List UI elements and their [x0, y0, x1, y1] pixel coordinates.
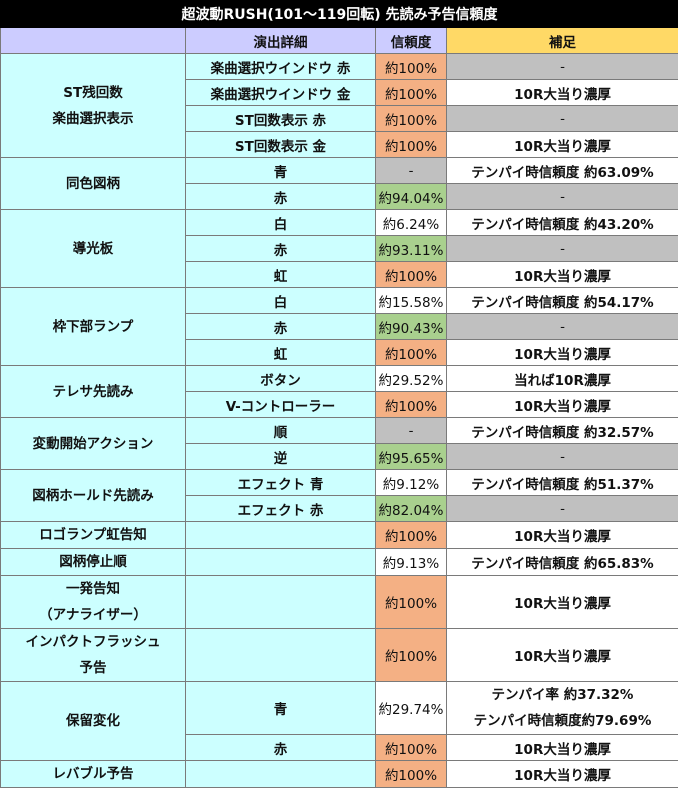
note-cell: - — [447, 314, 678, 340]
detail-cell: 赤 — [186, 314, 376, 340]
reliability-cell: 約100% — [376, 576, 447, 629]
reliability-cell: 約90.43% — [376, 314, 447, 340]
reliability-cell: 約95.65% — [376, 444, 447, 470]
detail-cell: 白 — [186, 288, 376, 314]
note-cell: テンパイ時信頼度 約51.37% — [447, 470, 678, 496]
reliability-cell: 約100% — [376, 106, 447, 132]
detail-cell: 楽曲選択ウインドウ 金 — [186, 80, 376, 106]
category-ippatsu: 一発告知 （アナライザー） — [1, 576, 186, 629]
detail-cell — [186, 522, 376, 549]
detail-cell: エフェクト 赤 — [186, 496, 376, 522]
reliability-cell: 約100% — [376, 54, 447, 80]
detail-cell: 青 — [186, 158, 376, 184]
note-cell: - — [447, 444, 678, 470]
note-cell: - — [447, 54, 678, 80]
header-category — [1, 28, 186, 54]
note-cell: 10R大当り濃厚 — [447, 132, 678, 158]
note-cell: 10R大当り濃厚 — [447, 735, 678, 761]
detail-cell: ボタン — [186, 366, 376, 392]
reliability-cell: 約9.13% — [376, 549, 447, 576]
reliability-cell: - — [376, 418, 447, 444]
category-same-color: 同色図柄 — [1, 158, 186, 210]
reliability-cell: 約100% — [376, 392, 447, 418]
category-logo: ロゴランプ虹告知 — [1, 522, 186, 549]
detail-cell: 逆 — [186, 444, 376, 470]
table-title: 超波動RUSH(101～119回転) 先読み予告信頼度 — [1, 1, 678, 28]
note-cell: 10R大当り濃厚 — [447, 629, 678, 682]
note-cell: テンパイ時信頼度 約54.17% — [447, 288, 678, 314]
category-stop-order: 図柄停止順 — [1, 549, 186, 576]
note-cell: 10R大当り濃厚 — [447, 522, 678, 549]
detail-cell: 楽曲選択ウインドウ 赤 — [186, 54, 376, 80]
reliability-cell: 約100% — [376, 629, 447, 682]
reliability-cell: 約100% — [376, 522, 447, 549]
note-cell: テンパイ時信頼度 約65.83% — [447, 549, 678, 576]
detail-cell — [186, 549, 376, 576]
note-cell: 10R大当り濃厚 — [447, 392, 678, 418]
note-cell: - — [447, 496, 678, 522]
category-reserve: 保留変化 — [1, 682, 186, 761]
note-cell: - — [447, 236, 678, 262]
detail-cell: エフェクト 青 — [186, 470, 376, 496]
reliability-cell: 約100% — [376, 132, 447, 158]
detail-cell: 虹 — [186, 340, 376, 366]
category-st: ST残回数 楽曲選択表示 — [1, 54, 186, 158]
note-cell: - — [447, 184, 678, 210]
detail-cell: ST回数表示 金 — [186, 132, 376, 158]
detail-cell: 青 — [186, 682, 376, 735]
reliability-cell: 約100% — [376, 761, 447, 788]
reliability-cell: 約94.04% — [376, 184, 447, 210]
reliability-cell: 約93.11% — [376, 236, 447, 262]
note-cell: 10R大当り濃厚 — [447, 262, 678, 288]
reliability-cell: 約29.74% — [376, 682, 447, 735]
category-telesa: テレサ先読み — [1, 366, 186, 418]
detail-cell: 虹 — [186, 262, 376, 288]
detail-cell: 赤 — [186, 735, 376, 761]
reliability-cell: 約100% — [376, 80, 447, 106]
reliability-cell: 約9.12% — [376, 470, 447, 496]
note-cell: テンパイ時信頼度 約32.57% — [447, 418, 678, 444]
reliability-cell: 約100% — [376, 262, 447, 288]
note-cell: 10R大当り濃厚 — [447, 340, 678, 366]
note-cell: テンパイ時信頼度 約63.09% — [447, 158, 678, 184]
note-cell: - — [447, 106, 678, 132]
detail-cell: 赤 — [186, 184, 376, 210]
detail-cell — [186, 576, 376, 629]
detail-cell: 赤 — [186, 236, 376, 262]
note-cell: 10R大当り濃厚 — [447, 761, 678, 788]
reliability-cell: 約100% — [376, 735, 447, 761]
note-cell: 当れば10R濃厚 — [447, 366, 678, 392]
category-hold: 図柄ホールド先読み — [1, 470, 186, 522]
header-note: 補足 — [447, 28, 678, 54]
category-frame-lamp: 枠下部ランプ — [1, 288, 186, 366]
header-reliability: 信頼度 — [376, 28, 447, 54]
reliability-cell: 約82.04% — [376, 496, 447, 522]
reliability-cell: - — [376, 158, 447, 184]
detail-cell — [186, 629, 376, 682]
category-impact: インパクトフラッシュ 予告 — [1, 629, 186, 682]
detail-cell: 白 — [186, 210, 376, 236]
reliability-cell: 約6.24% — [376, 210, 447, 236]
reliability-cell: 約29.52% — [376, 366, 447, 392]
note-cell: テンパイ時信頼度 約43.20% — [447, 210, 678, 236]
note-cell: 10R大当り濃厚 — [447, 80, 678, 106]
note-cell: テンパイ率 約37.32% テンパイ時信頼度約79.69% — [447, 682, 678, 735]
reliability-cell: 約15.58% — [376, 288, 447, 314]
detail-cell: 順 — [186, 418, 376, 444]
detail-cell: V-コントローラー — [186, 392, 376, 418]
category-lever: レバブル予告 — [1, 761, 186, 788]
note-cell: 10R大当り濃厚 — [447, 576, 678, 629]
reliability-cell: 約100% — [376, 340, 447, 366]
category-light-plate: 導光板 — [1, 210, 186, 288]
category-var-action: 変動開始アクション — [1, 418, 186, 470]
header-detail: 演出詳細 — [186, 28, 376, 54]
detail-cell — [186, 761, 376, 788]
detail-cell: ST回数表示 赤 — [186, 106, 376, 132]
